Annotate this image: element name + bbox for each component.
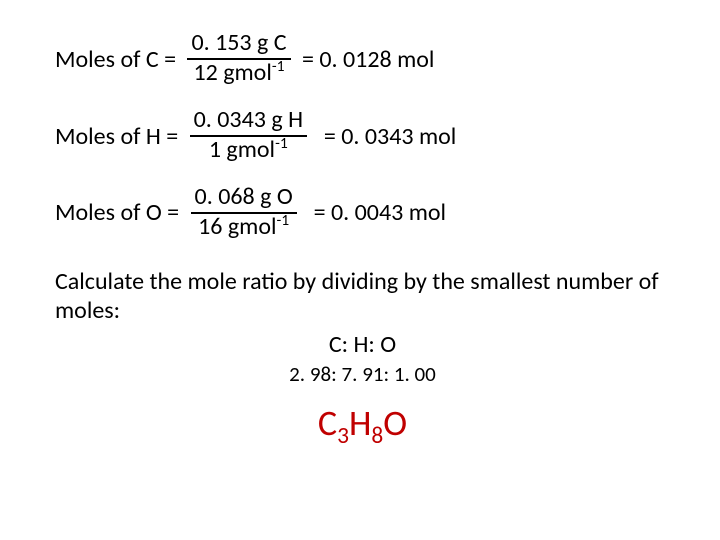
calc-label: Moles of C = [55,45,181,74]
ratio-values: 2. 98: 7. 91: 1. 00 [55,361,670,387]
formula-h-sub: 8 [371,422,383,450]
denominator: 16 gmol-1 [194,214,293,242]
fraction: 0. 153 g C 12 gmol-1 [187,30,290,89]
fraction: 0. 068 g O 16 gmol-1 [191,184,297,243]
numerator: 0. 068 g O [191,184,297,214]
empirical-formula: C3H8O [55,401,670,445]
formula-c: C [318,401,337,445]
denom-base: 12 gmol [193,58,271,87]
ratio-label: C: H: O [55,330,670,359]
numerator: 0. 0343 g H [190,107,307,137]
numerator: 0. 153 g C [187,30,290,60]
denominator: 12 gmol-1 [189,60,288,88]
denominator: 1 gmol-1 [205,137,292,165]
instruction-text: Calculate the mole ratio by dividing by … [55,268,670,326]
calc-row-c: Moles of C = 0. 153 g C 12 gmol-1 = 0. 0… [55,30,670,89]
calc-label: Moles of H = [55,122,184,151]
denom-exp: -1 [276,211,289,230]
denom-exp: -1 [272,57,285,76]
calc-result: = 0. 0043 mol [303,198,446,227]
slide-content: Moles of C = 0. 153 g C 12 gmol-1 = 0. 0… [0,0,720,445]
formula-o: O [383,401,407,445]
calc-result: = 0. 0343 mol [313,122,456,151]
calc-label: Moles of O = [55,198,185,227]
fraction: 0. 0343 g H 1 gmol-1 [190,107,307,166]
calc-row-h: Moles of H = 0. 0343 g H 1 gmol-1 = 0. 0… [55,107,670,166]
calc-row-o: Moles of O = 0. 068 g O 16 gmol-1 = 0. 0… [55,184,670,243]
denom-exp: -1 [275,134,288,153]
formula-h: H [349,401,371,445]
denom-base: 1 gmol [209,135,275,164]
formula-c-sub: 3 [337,422,349,450]
calc-result: = 0. 0128 mol [297,45,435,74]
denom-base: 16 gmol [198,212,276,241]
